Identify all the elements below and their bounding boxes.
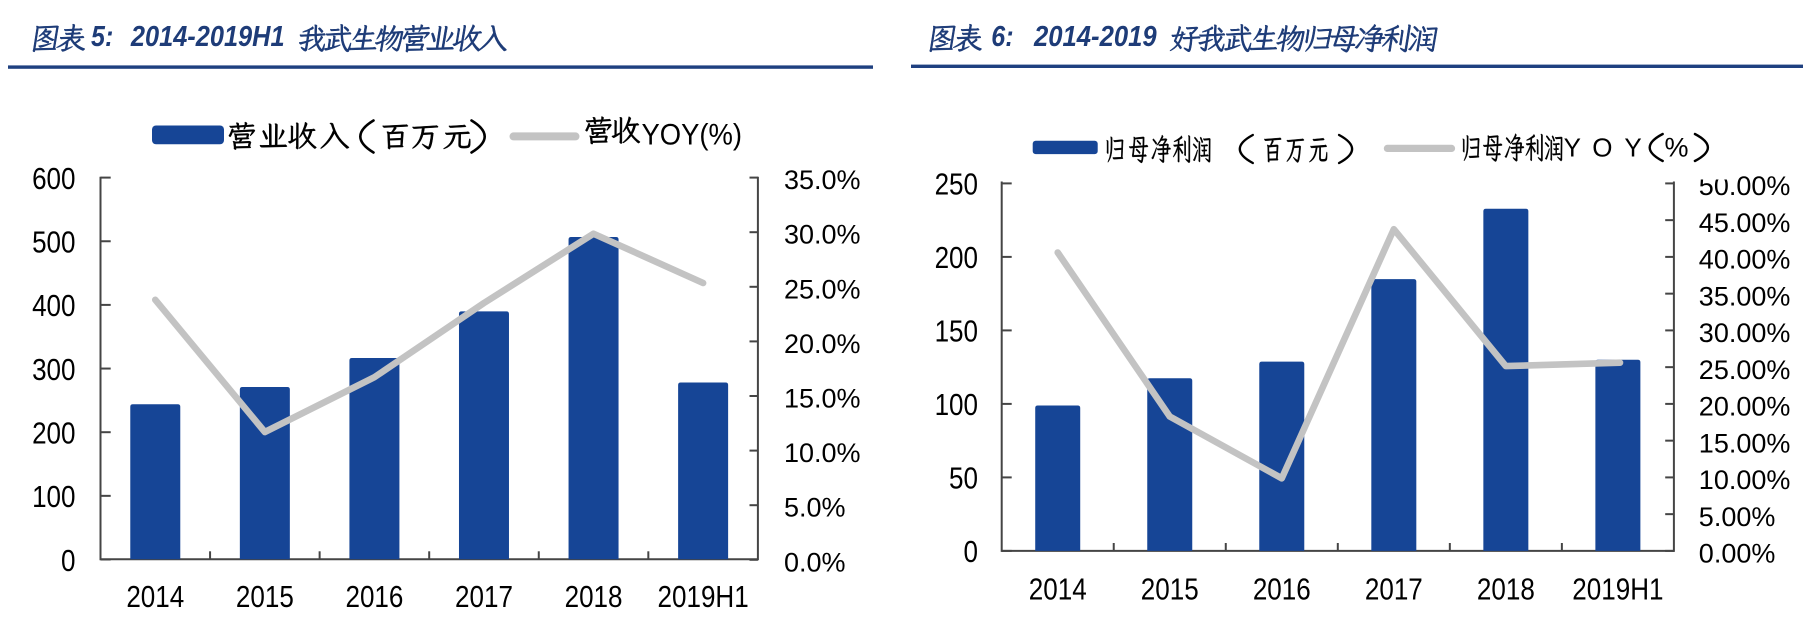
svg-text:200: 200: [32, 416, 75, 451]
svg-text:2018: 2018: [565, 580, 623, 615]
svg-text:2016: 2016: [1253, 572, 1311, 607]
svg-text:6:: 6:: [991, 21, 1013, 53]
svg-text:500: 500: [32, 225, 75, 260]
svg-text:600: 600: [32, 162, 75, 197]
svg-text:5.0%: 5.0%: [784, 493, 846, 523]
svg-text:2014-2019: 2014-2019: [1033, 20, 1157, 53]
svg-text:0: 0: [964, 535, 978, 570]
svg-text:Y: Y: [1624, 133, 1641, 163]
svg-text:0.0%: 0.0%: [784, 547, 846, 577]
svg-text:20.0%: 20.0%: [784, 329, 861, 359]
svg-text:%: %: [1665, 133, 1689, 163]
svg-text:2019H1: 2019H1: [1572, 572, 1663, 607]
svg-text:2016: 2016: [345, 580, 403, 615]
svg-text:2017: 2017: [455, 580, 513, 615]
svg-text:15.00%: 15.00%: [1699, 428, 1791, 458]
svg-text:45.00%: 45.00%: [1699, 208, 1791, 238]
svg-text:0.00%: 0.00%: [1699, 539, 1776, 569]
svg-text:15.0%: 15.0%: [784, 384, 861, 414]
svg-text:2014: 2014: [126, 580, 184, 615]
svg-text:2015: 2015: [1141, 572, 1199, 607]
svg-text:10.00%: 10.00%: [1699, 465, 1791, 495]
svg-text:100: 100: [32, 480, 75, 515]
svg-text:250: 250: [935, 168, 978, 203]
svg-text:10.0%: 10.0%: [784, 438, 861, 468]
svg-text:35.0%: 35.0%: [784, 165, 861, 195]
svg-text:35.00%: 35.00%: [1699, 281, 1791, 311]
svg-text:0: 0: [61, 544, 75, 579]
svg-text:25.0%: 25.0%: [784, 274, 861, 304]
svg-text:2014-2019H1: 2014-2019H1: [130, 21, 285, 53]
svg-text:40.00%: 40.00%: [1699, 245, 1791, 275]
svg-text:O: O: [1592, 133, 1612, 163]
svg-text:30.00%: 30.00%: [1699, 318, 1791, 348]
svg-text:2019H1: 2019H1: [658, 580, 749, 615]
svg-text:2017: 2017: [1365, 572, 1423, 607]
svg-text:100: 100: [935, 388, 978, 423]
svg-text:150: 150: [935, 315, 978, 350]
svg-text:50: 50: [949, 462, 978, 497]
svg-text:YOY(%): YOY(%): [642, 119, 743, 152]
svg-text:2015: 2015: [236, 580, 294, 615]
svg-text:300: 300: [32, 353, 75, 388]
svg-text:5.00%: 5.00%: [1699, 502, 1776, 532]
svg-text:Y: Y: [1564, 133, 1581, 163]
svg-text:400: 400: [32, 289, 75, 324]
svg-text:20.00%: 20.00%: [1699, 392, 1791, 422]
svg-text:2014: 2014: [1029, 572, 1087, 607]
svg-text:200: 200: [935, 241, 978, 276]
svg-text:30.0%: 30.0%: [784, 220, 861, 250]
svg-text:5:: 5:: [91, 21, 113, 53]
svg-text:25.00%: 25.00%: [1699, 355, 1791, 385]
svg-text:2018: 2018: [1477, 572, 1535, 607]
